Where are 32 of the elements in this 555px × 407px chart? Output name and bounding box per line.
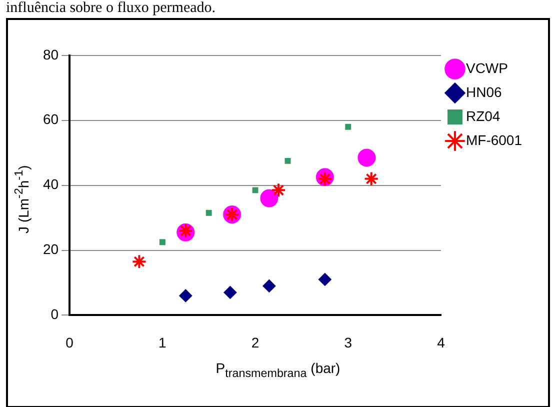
- point: [224, 286, 237, 299]
- legend-label: MF-6001: [466, 132, 522, 148]
- point: [358, 148, 376, 167]
- x-tick-label: 4: [437, 334, 446, 350]
- point: [159, 239, 166, 246]
- y-tick-label: 80: [42, 46, 59, 62]
- point: [284, 158, 291, 164]
- x-axis-title: P$_{transmembrana}$ (bar): [214, 360, 342, 380]
- legend-label: RZ04: [466, 108, 500, 124]
- point: [178, 223, 194, 238]
- point: [206, 210, 212, 216]
- x-tick-label: 2: [251, 334, 260, 350]
- y-tick-label: 60: [42, 111, 59, 128]
- point: [364, 171, 379, 186]
- point: [270, 182, 286, 198]
- point: [262, 279, 276, 292]
- point: [252, 187, 258, 194]
- y-tick-label: 40: [42, 176, 59, 192]
- y-tick-label: 20: [42, 241, 59, 258]
- legend-label: VCWP: [466, 60, 508, 76]
- point: [318, 272, 332, 286]
- point: [132, 254, 147, 270]
- x-tick-label: 1: [158, 334, 167, 350]
- y-tick-label: 0: [50, 306, 59, 322]
- x-tick-label: 3: [344, 334, 352, 350]
- point: [260, 189, 278, 208]
- text: influência sobre o fluxo permeado.: [6, 0, 216, 16]
- legend-label: HN06: [466, 84, 502, 100]
- point: [345, 124, 352, 130]
- point: [179, 289, 192, 302]
- x-tick-label: 0: [66, 334, 74, 350]
- point: [317, 171, 332, 186]
